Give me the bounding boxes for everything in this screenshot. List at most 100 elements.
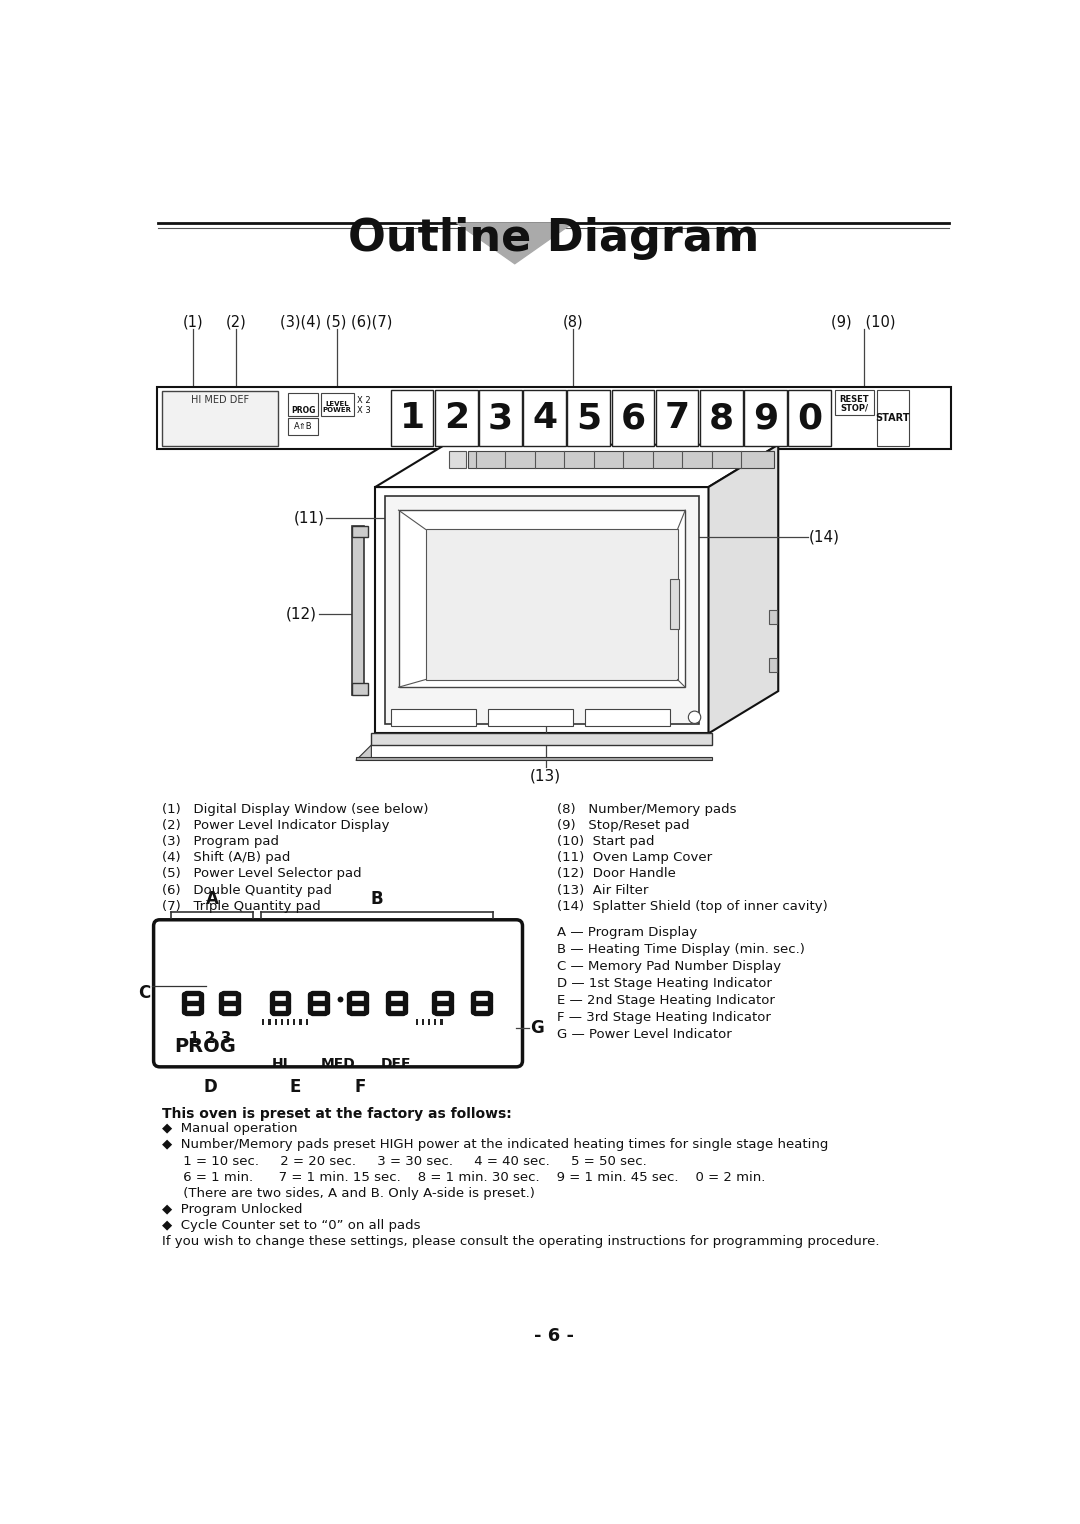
Text: 8: 8 — [708, 401, 733, 436]
Bar — [356, 756, 713, 760]
Bar — [584, 709, 670, 725]
Text: 9: 9 — [753, 401, 778, 436]
Text: 3: 3 — [488, 401, 513, 436]
Text: 1: 1 — [400, 401, 424, 436]
Text: MED: MED — [321, 1056, 355, 1071]
Text: B — Heating Time Display (min. sec.): B — Heating Time Display (min. sec.) — [557, 943, 806, 956]
Bar — [670, 579, 679, 629]
Text: START: START — [876, 413, 910, 424]
Bar — [835, 390, 874, 415]
Polygon shape — [356, 745, 372, 760]
Text: F — 3rd Stage Heating Indicator: F — 3rd Stage Heating Indicator — [557, 1010, 771, 1024]
Bar — [299, 1020, 301, 1026]
Text: (3)(4) (5) (6)(7): (3)(4) (5) (6)(7) — [281, 314, 393, 329]
Bar — [426, 529, 677, 680]
Bar — [524, 390, 566, 447]
Bar — [877, 390, 909, 447]
Text: (4)   Shift (A/B) pad: (4) Shift (A/B) pad — [162, 852, 291, 864]
Polygon shape — [457, 223, 572, 264]
Text: D: D — [203, 1077, 217, 1096]
Text: C: C — [138, 985, 150, 1003]
Text: This oven is preset at the factory as follows:: This oven is preset at the factory as fo… — [162, 1106, 512, 1120]
Bar — [769, 610, 777, 625]
Text: LEVEL: LEVEL — [325, 401, 349, 407]
Text: If you wish to change these settings, please consult the operating instructions : If you wish to change these settings, pl… — [162, 1236, 879, 1248]
Text: 7: 7 — [664, 401, 690, 436]
Bar — [384, 497, 699, 724]
Bar — [434, 1020, 436, 1026]
Text: (13)  Air Filter: (13) Air Filter — [557, 884, 649, 896]
Text: 2: 2 — [444, 401, 469, 436]
Text: (9)   (10): (9) (10) — [832, 314, 895, 329]
Bar — [268, 1020, 271, 1026]
Text: (13): (13) — [530, 768, 562, 783]
Text: (1)   Digital Display Window (see below): (1) Digital Display Window (see below) — [162, 803, 429, 815]
Polygon shape — [375, 445, 779, 488]
Bar — [352, 526, 367, 536]
Text: DEF: DEF — [381, 1056, 411, 1071]
Text: 1 2 3: 1 2 3 — [189, 1032, 231, 1047]
Text: 6 = 1 min.      7 = 1 min. 15 sec.    8 = 1 min. 30 sec.    9 = 1 min. 45 sec.  : 6 = 1 min. 7 = 1 min. 15 sec. 8 = 1 min.… — [162, 1170, 766, 1184]
Bar — [700, 390, 743, 447]
Text: 0: 0 — [797, 401, 822, 436]
Bar — [162, 390, 279, 447]
Text: (There are two sides, A and B. Only A-side is preset.): (There are two sides, A and B. Only A-si… — [162, 1187, 535, 1199]
Text: PROG: PROG — [174, 1038, 235, 1056]
Text: E — 2nd Stage Heating Indicator: E — 2nd Stage Heating Indicator — [557, 994, 775, 1007]
Bar — [352, 683, 367, 695]
Text: (5)   Power Level Selector pad: (5) Power Level Selector pad — [162, 867, 362, 881]
Bar — [449, 451, 465, 468]
Bar — [274, 1020, 276, 1026]
Bar — [656, 390, 699, 447]
Bar — [744, 390, 786, 447]
Bar — [788, 390, 831, 447]
Text: B: B — [370, 890, 383, 908]
Text: (14)  Splatter Shield (top of inner cavity): (14) Splatter Shield (top of inner cavit… — [557, 899, 828, 913]
Bar — [352, 526, 364, 695]
Text: - 6 -: - 6 - — [534, 1326, 573, 1344]
Polygon shape — [708, 445, 779, 733]
Bar — [611, 390, 654, 447]
Bar — [293, 1020, 296, 1026]
Text: 6: 6 — [620, 401, 646, 436]
Text: (2): (2) — [226, 314, 246, 329]
Text: (11): (11) — [294, 511, 325, 526]
Bar — [288, 393, 318, 416]
Bar — [391, 390, 433, 447]
Text: (3)   Program pad: (3) Program pad — [162, 835, 279, 847]
Text: E: E — [289, 1077, 301, 1096]
Text: C — Memory Pad Number Display: C — Memory Pad Number Display — [557, 960, 782, 972]
Bar — [428, 1020, 430, 1026]
Text: ◆  Cycle Counter set to “0” on all pads: ◆ Cycle Counter set to “0” on all pads — [162, 1219, 420, 1233]
Bar — [441, 1020, 443, 1026]
Text: ◆  Manual operation: ◆ Manual operation — [162, 1122, 298, 1135]
Text: (12)  Door Handle: (12) Door Handle — [557, 867, 676, 881]
Bar — [769, 658, 777, 672]
Text: 5: 5 — [577, 401, 602, 436]
Bar — [567, 390, 610, 447]
Text: X 2: X 2 — [356, 396, 370, 405]
Bar — [391, 709, 476, 725]
Text: F: F — [354, 1077, 365, 1096]
Bar — [488, 709, 572, 725]
Text: HI: HI — [271, 1056, 288, 1071]
Text: (8)   Number/Memory pads: (8) Number/Memory pads — [557, 803, 737, 815]
Text: PROG: PROG — [291, 405, 315, 415]
Bar — [375, 488, 708, 733]
Text: X 3: X 3 — [356, 405, 370, 415]
Text: (6)   Double Quantity pad: (6) Double Quantity pad — [162, 884, 333, 896]
Text: G — Power Level Indicator: G — Power Level Indicator — [557, 1027, 732, 1041]
Bar — [416, 1020, 418, 1026]
Text: (11)  Oven Lamp Cover: (11) Oven Lamp Cover — [557, 852, 713, 864]
Bar — [287, 1020, 289, 1026]
Text: STOP/: STOP/ — [840, 404, 868, 411]
Polygon shape — [469, 451, 774, 468]
Text: A: A — [205, 890, 218, 908]
Bar — [262, 1020, 265, 1026]
Bar — [306, 1020, 308, 1026]
Text: A — Program Display: A — Program Display — [557, 927, 698, 939]
Text: 4: 4 — [532, 401, 557, 436]
Bar — [422, 1020, 424, 1026]
Text: (2)   Power Level Indicator Display: (2) Power Level Indicator Display — [162, 818, 390, 832]
Text: D — 1st Stage Heating Indicator: D — 1st Stage Heating Indicator — [557, 977, 772, 989]
